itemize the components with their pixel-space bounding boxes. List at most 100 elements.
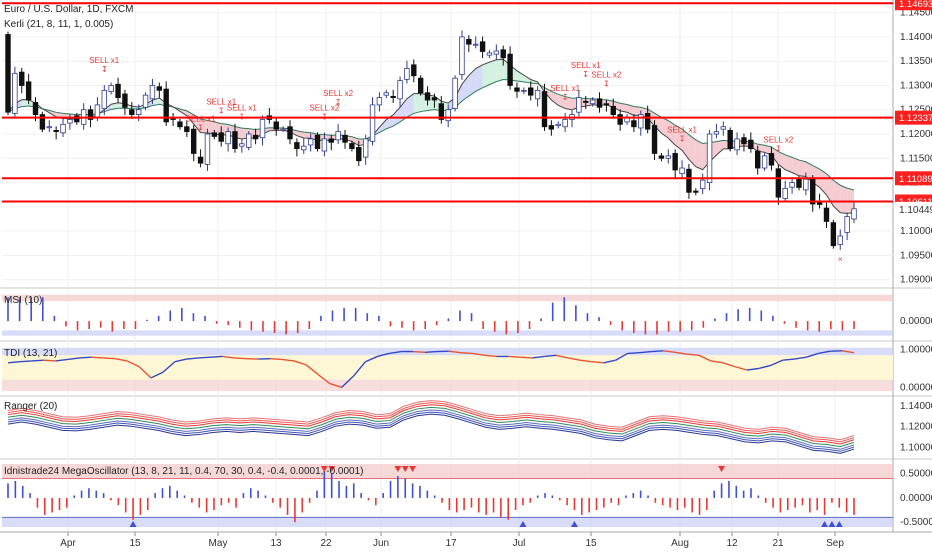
candle-down xyxy=(288,127,293,139)
mega-bar xyxy=(243,493,245,498)
y-tick-label: 1.14000 xyxy=(900,401,932,412)
candle-down xyxy=(26,82,31,100)
tdi-line-segment xyxy=(103,358,115,359)
x-tick-label: 15 xyxy=(129,538,141,549)
sell-signal-label: SELL x1 xyxy=(89,56,119,65)
candle-up xyxy=(852,209,857,219)
level-price-label: 1.11089 xyxy=(899,174,932,185)
tdi-line-segment xyxy=(44,360,56,361)
mega-bar xyxy=(500,498,502,517)
mega-bar xyxy=(596,498,598,510)
msi-bar xyxy=(598,317,600,321)
candle-down xyxy=(831,223,836,246)
candle-down xyxy=(755,151,760,168)
tdi-line-segment xyxy=(91,357,103,358)
msi-bar xyxy=(459,311,461,322)
y-tick-label: 1.09500 xyxy=(900,250,932,261)
candle-down xyxy=(742,138,747,144)
candle-up xyxy=(762,156,767,168)
candle-down xyxy=(618,115,623,125)
panel-title: MSI (10) xyxy=(4,295,42,306)
mega-bar xyxy=(809,498,811,513)
msi-bar xyxy=(309,321,311,329)
msi-bar xyxy=(563,297,565,321)
candle-down xyxy=(185,127,190,132)
mega-bar xyxy=(824,498,826,515)
msi-bar xyxy=(193,313,195,321)
sell-signal-label: SELL x1 xyxy=(186,114,216,123)
candle-up xyxy=(790,183,795,188)
mega-bar xyxy=(515,498,517,510)
candle-down xyxy=(652,126,657,154)
msi-bar xyxy=(239,321,241,328)
mega-bar xyxy=(684,498,686,508)
candle-up xyxy=(240,144,245,146)
sell-signal-arrow: ↧ xyxy=(218,106,225,115)
candle-up xyxy=(804,179,809,190)
candle-down xyxy=(480,42,485,52)
candle-down xyxy=(356,147,361,160)
candle-up xyxy=(308,139,313,145)
mega-bar xyxy=(132,498,134,520)
mega-bar xyxy=(566,498,568,505)
candle-up xyxy=(150,85,155,98)
candle-down xyxy=(645,113,650,129)
mega-bar xyxy=(765,498,767,503)
x-tick-label: Jun xyxy=(373,538,389,549)
candle-up xyxy=(473,44,478,45)
mega-bar xyxy=(750,488,752,498)
candle-up xyxy=(143,95,148,107)
mega-bar xyxy=(176,491,178,498)
candle-down xyxy=(659,156,664,158)
candle-down xyxy=(425,93,430,100)
candle-up xyxy=(680,168,685,174)
mega-bar xyxy=(721,483,723,498)
msi-bar xyxy=(482,321,484,329)
candle-down xyxy=(728,130,733,148)
msi-bar xyxy=(610,321,612,325)
chart-title: Euro / U.S. Dollar, 1D, FXCM xyxy=(4,4,133,15)
mega-bar xyxy=(537,496,539,498)
msi-bar xyxy=(204,316,206,321)
kerli-cloud-segment xyxy=(489,60,496,85)
mega-bar xyxy=(294,498,296,522)
candle-down xyxy=(749,140,754,148)
tdi-line-segment xyxy=(461,353,473,354)
tdi-line-segment xyxy=(79,357,91,358)
mega-bar xyxy=(802,498,804,505)
msi-bar xyxy=(529,321,531,329)
mega-bar xyxy=(794,498,796,508)
mega-bar xyxy=(419,486,421,498)
panel-title: Idnistrade24 MegaOscillator (13, 8, 21, … xyxy=(4,466,363,477)
mega-bar xyxy=(147,498,149,510)
msi-bar xyxy=(297,321,299,333)
candle-up xyxy=(638,115,643,128)
candle-up xyxy=(522,90,527,91)
mega-bar xyxy=(15,481,17,498)
mega-bar xyxy=(463,498,465,510)
x-tick-label: 12 xyxy=(726,538,738,549)
tdi-line-segment xyxy=(508,356,520,357)
mega-bar xyxy=(95,491,97,498)
candle-down xyxy=(219,133,224,141)
msi-bar xyxy=(54,316,56,321)
candle-up xyxy=(494,51,499,54)
sell-signal-arrow: ↧ xyxy=(335,98,342,107)
candle-up xyxy=(136,110,141,115)
sell-signal-label: SELL x1 xyxy=(227,103,257,112)
candle-down xyxy=(6,34,11,112)
candle-up xyxy=(102,90,107,108)
candle-down xyxy=(508,54,513,85)
msi-bar xyxy=(830,321,832,329)
mega-bar xyxy=(846,498,848,513)
candle-down xyxy=(253,135,258,139)
candle-down xyxy=(343,135,348,142)
candle-down xyxy=(157,87,162,91)
y-tick-label: 1.14000 xyxy=(900,32,932,43)
tdi-line-segment xyxy=(199,357,211,358)
last-price-label: 1.10449 xyxy=(899,205,932,216)
mega-bar xyxy=(375,498,377,505)
x-tick-label: 22 xyxy=(320,538,332,549)
candle-down xyxy=(295,143,300,149)
